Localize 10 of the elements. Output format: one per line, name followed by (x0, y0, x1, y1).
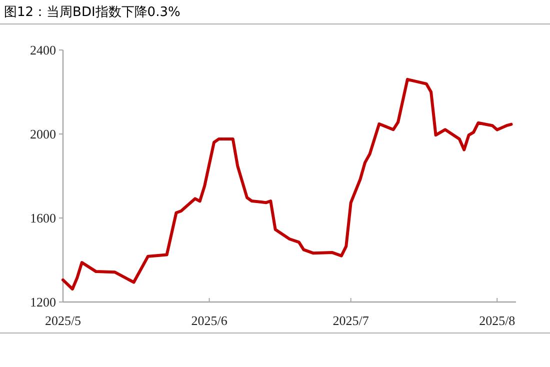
y-tick-label: 1200 (30, 294, 56, 310)
x-tick-label: 2025/6 (191, 313, 228, 328)
x-tick-label: 2025/5 (44, 313, 82, 328)
y-tick-label: 2000 (30, 126, 56, 142)
line-series (62, 78, 513, 290)
chart-title: 图12：当周BDI指数下降0.3% (4, 5, 180, 20)
y-tick-label: 2400 (30, 42, 56, 58)
x-tick-label: 2025/7 (332, 313, 370, 328)
x-tick-label: 2025/8 (479, 313, 516, 328)
y-tick-label: 1600 (30, 210, 56, 226)
